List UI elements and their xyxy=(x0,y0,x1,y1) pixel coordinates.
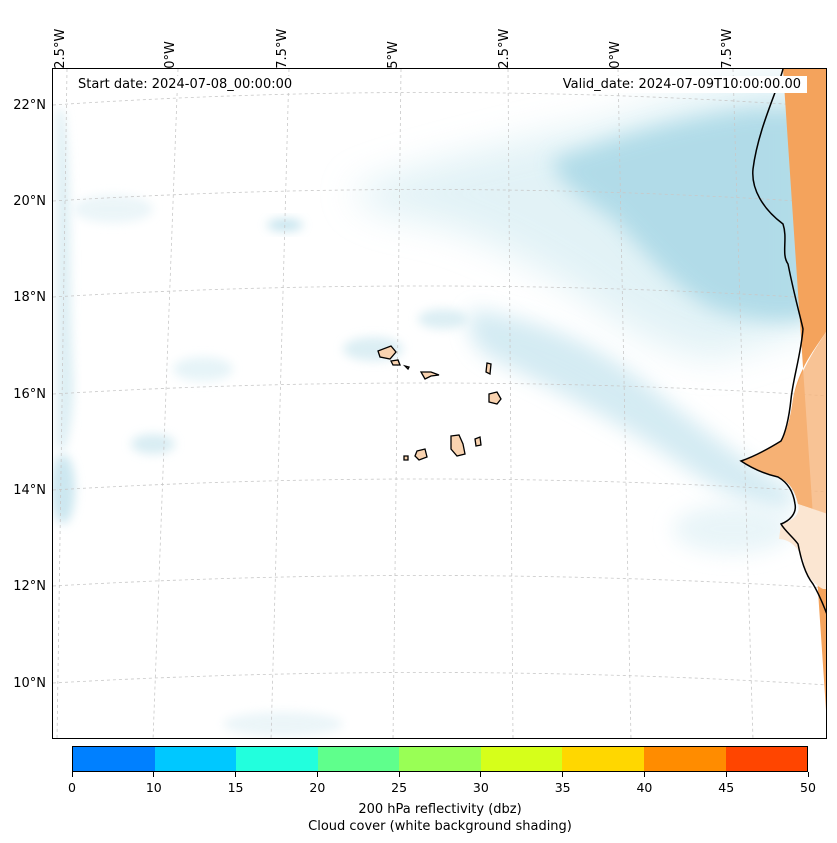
lat-label-10n: 10°N xyxy=(13,676,46,691)
colorbar-tick-mark xyxy=(71,772,73,777)
coastline-mainland xyxy=(739,69,826,614)
island-santo-antao xyxy=(377,345,397,360)
colorbar-tick-mark xyxy=(807,772,809,777)
island-sao-nicolau xyxy=(419,371,440,380)
colorbar-tick-label: 35 xyxy=(554,780,571,795)
colorbar-tick-mark xyxy=(235,772,237,777)
colorbar-tick-label: 50 xyxy=(800,780,816,795)
island-brava xyxy=(403,455,409,461)
colorbar-segment-0 xyxy=(73,747,155,771)
colorbar-segment-3 xyxy=(317,747,400,771)
colorbar-tick-mark xyxy=(643,772,645,777)
land-guinea xyxy=(779,504,826,589)
cloud-band-diagonal xyxy=(469,309,793,509)
island-sal xyxy=(485,362,492,376)
colorbar-tick-mark xyxy=(153,772,155,777)
land-sahel-gradient xyxy=(741,332,826,514)
island-maio xyxy=(474,436,482,447)
colorbar-tick-mark xyxy=(562,772,564,777)
colorbar-segment-1 xyxy=(154,747,237,771)
colorbar-label: 200 hPa reflectivity (dbz) xyxy=(358,802,522,817)
map-canvas xyxy=(53,69,826,738)
reflectivity-colorbar xyxy=(72,746,808,772)
colorbar-segment-2 xyxy=(236,747,318,771)
graticule xyxy=(53,69,826,738)
colorbar-sublabel: Cloud cover (white background shading) xyxy=(308,819,572,834)
lat-label-12n: 12°N xyxy=(13,579,46,594)
cloud-patch-south-east xyxy=(673,504,793,554)
cloud-patch-5 xyxy=(418,309,468,329)
colorbar-tick-label: 30 xyxy=(472,780,489,795)
colorbar-tick-mark xyxy=(725,772,727,777)
cloud-patch-3 xyxy=(173,357,233,381)
start-date-label: Start date: 2024-07-08_00:00:00 xyxy=(72,76,299,93)
land-sahara xyxy=(741,69,826,711)
lat-label-22n: 22°N xyxy=(13,98,46,113)
colorbar-tick-label: 25 xyxy=(391,780,408,795)
cloud-streak-west xyxy=(57,109,74,449)
cloud-core-north xyxy=(553,109,813,321)
colorbar-tick-label: 45 xyxy=(718,780,735,795)
lat-label-20n: 20°N xyxy=(13,194,46,209)
map-panel xyxy=(52,68,827,739)
colorbar-tick-label: 10 xyxy=(145,780,162,795)
cloud-patch-1 xyxy=(131,434,175,454)
colorbar-tick-label: 0 xyxy=(68,780,76,795)
lat-label-18n: 18°N xyxy=(13,290,46,305)
cloud-patch-west-14n xyxy=(53,454,75,524)
colorbar-segment-4 xyxy=(399,747,481,771)
colorbar-tick-label: 40 xyxy=(636,780,653,795)
colorbar-segment-6 xyxy=(562,747,644,771)
island-santiago xyxy=(450,434,466,457)
island-fogo xyxy=(414,448,428,461)
island-boa-vista xyxy=(488,391,502,405)
colorbar-segment-8 xyxy=(725,747,808,771)
colorbar-tick-mark xyxy=(316,772,318,777)
colorbar-tick-label: 15 xyxy=(227,780,244,795)
colorbar-segment-5 xyxy=(480,747,563,771)
island-sao-vicente xyxy=(390,359,401,366)
cloud-cover xyxy=(53,69,813,736)
cape-verde-islands xyxy=(377,345,502,461)
lat-label-14n: 14°N xyxy=(13,483,46,498)
cloud-patch-6 xyxy=(73,195,153,223)
africa-mainland xyxy=(739,69,826,711)
island-santa-luzia xyxy=(402,364,410,371)
colorbar-segment-7 xyxy=(643,747,726,771)
lat-label-16n: 16°N xyxy=(13,387,46,402)
colorbar-tick-mark xyxy=(398,772,400,777)
colorbar-tick-mark xyxy=(480,772,482,777)
colorbar-tick-label: 20 xyxy=(309,780,326,795)
cloud-patch-south xyxy=(223,712,343,736)
valid-date-label: Valid_date: 2024-07-09T10:00:00.00 xyxy=(556,76,807,93)
